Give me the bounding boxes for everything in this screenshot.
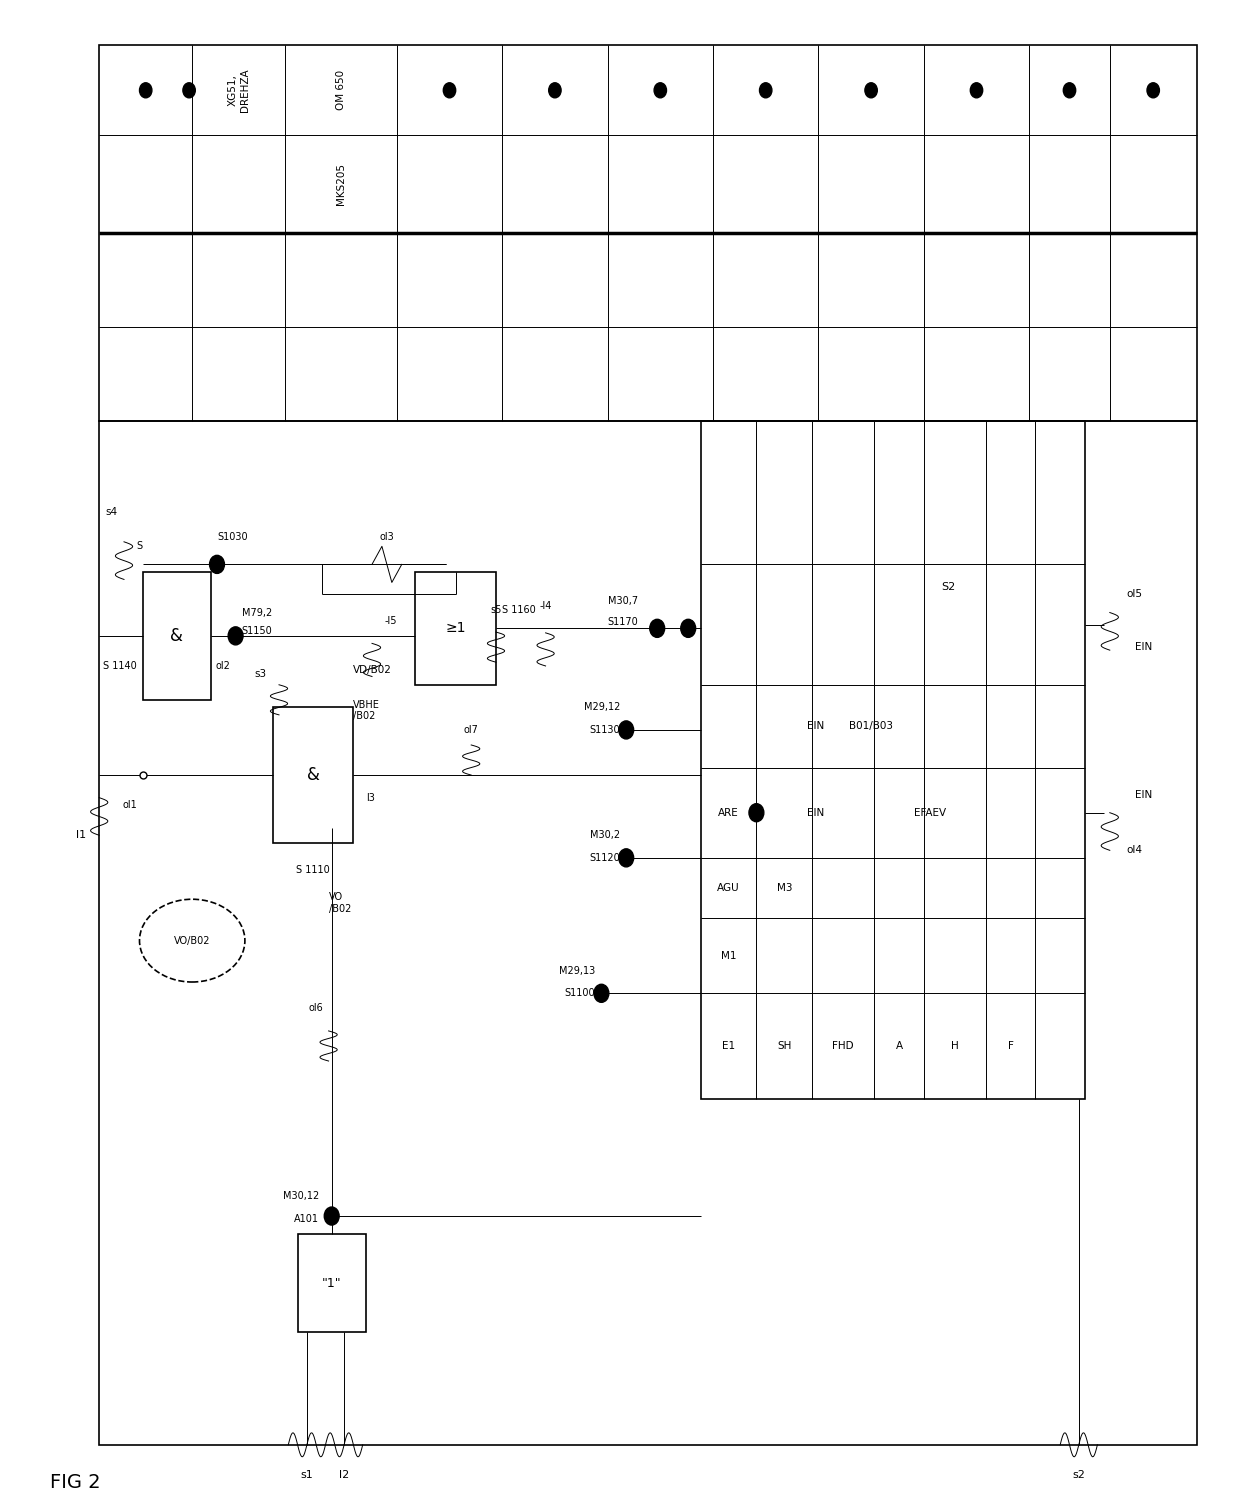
Bar: [701, 421, 1085, 1099]
Text: EIN: EIN: [807, 808, 823, 817]
Text: s3: s3: [254, 670, 267, 679]
Text: F: F: [1008, 1041, 1013, 1050]
Text: M30,2: M30,2: [590, 831, 620, 840]
Text: &: &: [306, 766, 320, 784]
Circle shape: [1063, 83, 1076, 98]
Text: s5: s5: [490, 605, 502, 614]
Circle shape: [444, 83, 456, 98]
Circle shape: [228, 626, 243, 644]
Text: A101: A101: [294, 1215, 320, 1224]
Text: XG51,
DREHZA: XG51, DREHZA: [228, 69, 249, 111]
Text: ARE: ARE: [718, 808, 739, 817]
Text: M30,7: M30,7: [608, 596, 637, 607]
Text: VO/B02: VO/B02: [174, 936, 211, 945]
Text: S2: S2: [941, 582, 956, 591]
Circle shape: [139, 83, 151, 98]
Circle shape: [184, 83, 195, 98]
Text: M29,13: M29,13: [559, 966, 595, 975]
Text: EIN: EIN: [1135, 643, 1152, 652]
Text: M79,2: M79,2: [242, 608, 272, 619]
Circle shape: [970, 83, 982, 98]
Text: S1120: S1120: [589, 853, 620, 862]
Text: FIG 2: FIG 2: [50, 1473, 100, 1491]
Text: MKS205: MKS205: [336, 164, 346, 205]
Bar: [143, 572, 211, 700]
Bar: [99, 421, 1197, 1445]
Text: EIN: EIN: [807, 721, 823, 731]
Bar: [415, 572, 496, 685]
Text: OM 650: OM 650: [336, 71, 346, 110]
Text: S1170: S1170: [608, 617, 639, 628]
Bar: [273, 707, 353, 843]
Circle shape: [548, 83, 560, 98]
Text: l1: l1: [76, 831, 86, 840]
Text: VBHE
/B02: VBHE /B02: [353, 700, 381, 721]
Text: SH: SH: [777, 1041, 791, 1050]
Text: ol6: ol6: [309, 1004, 324, 1013]
Circle shape: [749, 804, 764, 822]
Text: EIN: EIN: [1135, 790, 1152, 799]
Text: VD/B02: VD/B02: [353, 665, 392, 674]
Text: ol5: ol5: [1127, 590, 1142, 599]
Bar: [99, 45, 1197, 421]
Circle shape: [594, 984, 609, 1002]
Text: E1: E1: [722, 1041, 735, 1050]
Text: AGU: AGU: [717, 883, 740, 892]
Text: l3: l3: [366, 793, 374, 802]
Text: S1100: S1100: [564, 989, 595, 998]
Text: S 1110: S 1110: [296, 865, 330, 874]
Circle shape: [1147, 83, 1159, 98]
Text: B01/B03: B01/B03: [849, 721, 893, 731]
Circle shape: [681, 620, 696, 638]
Text: M3: M3: [776, 883, 792, 892]
Text: M29,12: M29,12: [584, 703, 620, 712]
Text: l2: l2: [339, 1470, 350, 1479]
Text: ol2: ol2: [216, 661, 231, 671]
Text: VO
/B02: VO /B02: [329, 892, 351, 914]
Text: s4: s4: [105, 507, 118, 516]
Text: M1: M1: [720, 951, 737, 960]
Text: ol1: ol1: [123, 801, 138, 810]
Circle shape: [650, 620, 665, 638]
Text: ol7: ol7: [464, 725, 479, 734]
Text: S1150: S1150: [242, 626, 273, 637]
Text: -l5: -l5: [384, 616, 397, 626]
Text: -l4: -l4: [539, 600, 552, 611]
Circle shape: [619, 721, 634, 739]
Text: EFAEV: EFAEV: [914, 808, 946, 817]
Circle shape: [759, 83, 771, 98]
Text: H: H: [951, 1041, 959, 1050]
Circle shape: [655, 83, 667, 98]
Text: A: A: [895, 1041, 903, 1050]
Circle shape: [210, 555, 224, 573]
Text: ol3: ol3: [379, 533, 394, 542]
Text: S: S: [136, 542, 143, 551]
Text: ≥1: ≥1: [445, 622, 466, 635]
Text: &: &: [170, 628, 184, 644]
Text: "1": "1": [322, 1276, 341, 1290]
Text: s1: s1: [300, 1470, 314, 1479]
Text: ol4: ol4: [1127, 846, 1142, 855]
Text: S1030: S1030: [217, 533, 248, 542]
Text: s2: s2: [1073, 1470, 1085, 1479]
Text: M30,12: M30,12: [283, 1192, 320, 1201]
Text: FHD: FHD: [832, 1041, 854, 1050]
Circle shape: [619, 849, 634, 867]
Text: S1130: S1130: [589, 725, 620, 734]
Circle shape: [866, 83, 878, 98]
Text: S 1140: S 1140: [103, 661, 136, 671]
Text: S 1160: S 1160: [502, 605, 536, 616]
Circle shape: [325, 1207, 340, 1225]
Bar: [298, 1234, 366, 1332]
